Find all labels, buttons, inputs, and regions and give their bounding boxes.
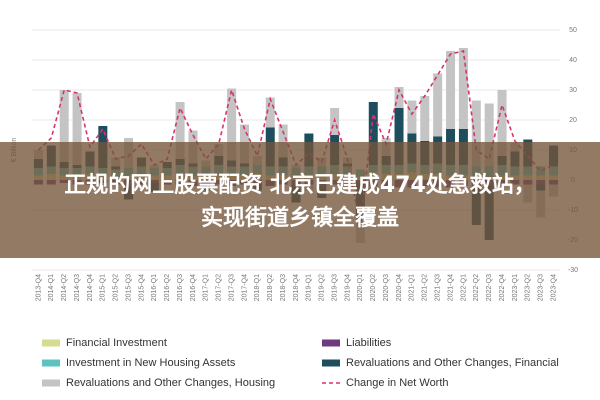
y-tick-label: 30 (569, 87, 577, 94)
legend-label: Liabilities (346, 337, 392, 349)
banner-line: 正规的网上股票配资 北京已建成474处急救站， (64, 172, 536, 198)
x-tick-label: 2015-Q2 (113, 274, 120, 301)
bar-segment (394, 87, 404, 108)
x-tick-label: 2022-Q3 (486, 274, 493, 301)
legend-swatch (322, 339, 340, 347)
legend-label: Financial Investment (66, 337, 167, 349)
bar-segment (227, 88, 237, 161)
bar-segment (407, 100, 417, 134)
legend-swatch (42, 339, 60, 347)
x-tick-label: 2016-Q3 (177, 274, 184, 301)
bar-segment (265, 97, 275, 128)
x-tick-label: 2019-Q3 (331, 274, 338, 301)
y-tick-label: 50 (569, 27, 577, 34)
y-tick-label: 40 (569, 57, 577, 64)
x-tick-label: 2016-Q4 (190, 274, 197, 301)
x-tick-label: 2017-Q4 (241, 274, 248, 301)
bar-segment (368, 102, 378, 165)
bar-segment (175, 102, 185, 159)
x-tick-label: 2018-Q3 (280, 274, 287, 301)
bar-segment (446, 51, 456, 129)
x-tick-label: 2014-Q3 (74, 274, 81, 301)
x-tick-label: 2021-Q2 (422, 274, 429, 301)
legend-label: Revaluations and Other Changes, Financia… (346, 357, 559, 369)
x-tick-label: 2018-Q4 (293, 274, 300, 301)
x-tick-label: 2014-Q2 (61, 274, 68, 301)
x-tick-label: 2019-Q1 (306, 274, 313, 301)
x-tick-label: 2023-Q3 (538, 274, 545, 301)
legend-label: Revaluations and Other Changes, Housing (66, 377, 275, 389)
legend-label: Investment in New Housing Assets (66, 357, 236, 369)
bar-segment (484, 103, 494, 167)
banner-background (0, 142, 600, 258)
bar-segment (497, 90, 507, 156)
x-tick-label: 2021-Q4 (447, 274, 454, 301)
x-tick-label: 2017-Q2 (216, 274, 223, 301)
x-tick-label: 2017-Q3 (228, 274, 235, 301)
x-tick-label: 2019-Q4 (344, 274, 351, 301)
y-tick-label: -30 (568, 267, 578, 274)
bar-segment (433, 73, 443, 137)
bar-segment (458, 48, 468, 129)
y-tick-label: 20 (569, 117, 577, 124)
legend-swatch (322, 359, 340, 367)
x-tick-label: 2020-Q4 (396, 274, 403, 301)
x-tick-label: 2015-Q4 (138, 274, 145, 301)
x-tick-label: 2021-Q1 (409, 274, 416, 301)
x-tick-label: 2018-Q2 (267, 274, 274, 301)
bar-segment (394, 108, 404, 165)
x-tick-label: 2020-Q1 (357, 274, 364, 301)
x-tick-label: 2023-Q4 (550, 274, 557, 301)
x-tick-label: 2020-Q3 (383, 274, 390, 301)
x-tick-label: 2018-Q1 (254, 274, 261, 301)
x-tick-label: 2014-Q4 (87, 274, 94, 301)
bar-segment (471, 100, 481, 167)
legend-swatch (42, 379, 60, 387)
x-tick-label: 2017-Q1 (203, 274, 210, 301)
banner-line: 实现街道乡镇全覆盖 (201, 205, 399, 231)
x-tick-label: 2013-Q4 (35, 274, 42, 301)
x-tick-label: 2023-Q2 (525, 274, 532, 301)
x-tick-label: 2019-Q2 (319, 274, 326, 301)
x-tick-label: 2016-Q2 (164, 274, 171, 301)
x-tick-label: 2014-Q1 (48, 274, 55, 301)
legend-label: Change in Net Worth (346, 377, 449, 389)
bar-segment (59, 90, 69, 162)
bar-segment (72, 93, 82, 165)
x-tick-label: 2023-Q1 (512, 274, 519, 301)
x-tick-label: 2020-Q2 (370, 274, 377, 301)
x-tick-label: 2022-Q1 (460, 274, 467, 301)
x-tick-label: 2021-Q3 (435, 274, 442, 301)
legend-swatch (42, 359, 60, 367)
bar-segment (420, 96, 430, 141)
x-tick-label: 2016-Q1 (151, 274, 158, 301)
x-tick-label: 2022-Q4 (499, 274, 506, 301)
x-tick-label: 2015-Q1 (100, 274, 107, 301)
x-tick-label: 2015-Q3 (125, 274, 132, 301)
bar-segment (278, 124, 288, 158)
x-tick-label: 2022-Q2 (473, 274, 480, 301)
